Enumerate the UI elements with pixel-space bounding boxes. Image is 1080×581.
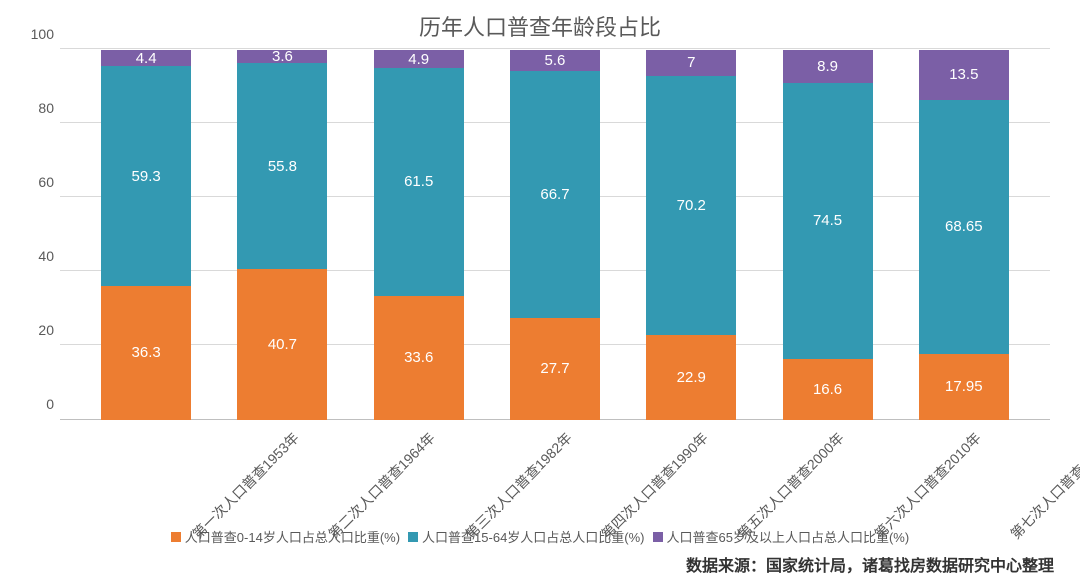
- y-tick-label: 20: [38, 322, 54, 338]
- bar-value-label: 13.5: [949, 66, 978, 83]
- x-tick-label: 第七次人口普查2021年: [919, 420, 1009, 525]
- bar-value-label: 40.7: [268, 336, 297, 353]
- grid-line: [60, 48, 1050, 49]
- bar-column: 22.9 70.2 7: [646, 50, 736, 420]
- bar-value-label: 16.6: [813, 381, 842, 398]
- bar-value-label: 70.2: [677, 197, 706, 214]
- bar-value-label: 17.95: [945, 378, 983, 395]
- bar-value-label: 66.7: [540, 186, 569, 203]
- bar-segment: 4.9: [374, 50, 464, 68]
- legend-swatch: [408, 532, 418, 542]
- bar-value-label: 27.7: [540, 360, 569, 377]
- bar-value-label: 55.8: [268, 158, 297, 175]
- bar-segment: 7: [646, 50, 736, 76]
- bar-segment: 68.65: [919, 100, 1009, 354]
- bar-segment: 36.3: [101, 286, 191, 420]
- bar-segment: 66.7: [510, 71, 600, 318]
- bar-segment: 22.9: [646, 335, 736, 420]
- bar-segment: 3.6: [237, 50, 327, 63]
- bar-segment: 70.2: [646, 76, 736, 336]
- bar-value-label: 4.9: [408, 51, 429, 68]
- bar-segment: 40.7: [237, 269, 327, 420]
- bar-segment: 17.95: [919, 354, 1009, 420]
- bar-value-label: 68.65: [945, 218, 983, 235]
- bar-segment: 61.5: [374, 68, 464, 296]
- bar-value-label: 22.9: [677, 369, 706, 386]
- x-tick-label: 第四次人口普查1990年: [510, 420, 600, 525]
- legend-swatch: [171, 532, 181, 542]
- bar-value-label: 74.5: [813, 212, 842, 229]
- y-axis: 020406080100: [20, 50, 58, 420]
- bar-segment: 8.9: [783, 50, 873, 83]
- bar-value-label: 7: [687, 54, 695, 71]
- bar-segment: 55.8: [237, 63, 327, 269]
- x-axis: 第一次人口普查1953年第二次人口普查1964年第三次人口普查1982年第四次人…: [60, 420, 1050, 525]
- bar-segment: 16.6: [783, 359, 873, 420]
- bar-segment: 27.7: [510, 318, 600, 420]
- bar-value-label: 4.4: [136, 50, 157, 67]
- plot-area: 020406080100 36.359.34.440.755.83.633.66…: [60, 50, 1050, 420]
- bar-value-label: 3.6: [272, 48, 293, 65]
- y-tick-label: 80: [38, 100, 54, 116]
- chart-title: 历年人口普查年龄段占比: [20, 10, 1060, 42]
- chart-container: 历年人口普查年龄段占比 0 20 40 60 80 100 36.3 59.3 4.4 40.7…: [0, 0, 1080, 581]
- x-tick-label: 第五次人口普查2000年: [646, 420, 736, 525]
- y-tick-label: 100: [31, 26, 54, 42]
- data-source: 数据来源：国家统计局，诸葛找房数据研究中心整理: [20, 552, 1060, 576]
- bar-column: 27.7 66.7 5.6: [510, 50, 600, 420]
- y-tick-label: 60: [38, 174, 54, 190]
- x-tick-label: 第一次人口普查1953年: [101, 420, 191, 525]
- bar-column: 16.6 74.5 8.9: [783, 50, 873, 420]
- bar-value-label: 59.3: [132, 168, 161, 185]
- bar-segment: 33.6: [374, 296, 464, 420]
- bar-column: 36.3 59.3 4.4: [101, 50, 191, 420]
- bar-segment: 74.5: [783, 83, 873, 359]
- bar-value-label: 36.3: [132, 344, 161, 361]
- x-tick-label: 第三次人口普查1982年: [374, 420, 464, 525]
- bar-column: 17.95 68.65 13.5: [919, 50, 1009, 420]
- x-tick-label: 第二次人口普查1964年: [237, 420, 327, 525]
- bar-column: 40.7 55.8 3.6: [237, 50, 327, 420]
- bar-value-label: 8.9: [817, 58, 838, 75]
- y-tick-label: 0: [46, 396, 54, 412]
- bar-segment: 5.6: [510, 50, 600, 71]
- bar-segment: 13.5: [919, 50, 1009, 100]
- bar-value-label: 33.6: [404, 349, 433, 366]
- bar-column: 33.6 61.5 4.9: [374, 50, 464, 420]
- bar-group: 36.3 59.3 4.4 40.7 55.8 3.6 33.6 61.5 4.9 27.7 66.…: [60, 50, 1050, 420]
- legend-swatch: [653, 532, 663, 542]
- legend-label: 人口普查0-14岁人口占总人口比重(%): [185, 527, 400, 546]
- bar-value-label: 5.6: [545, 52, 566, 69]
- bar-value-label: 61.5: [404, 173, 433, 190]
- legend: 人口普查0-14岁人口占总人口比重(%)人口普查15-64岁人口占总人口比重(%…: [20, 527, 1060, 546]
- bar-segment: 59.3: [101, 66, 191, 285]
- x-tick-label: 第六次人口普查2010年: [783, 420, 873, 525]
- y-tick-label: 40: [38, 248, 54, 264]
- bar-segment: 4.4: [101, 50, 191, 66]
